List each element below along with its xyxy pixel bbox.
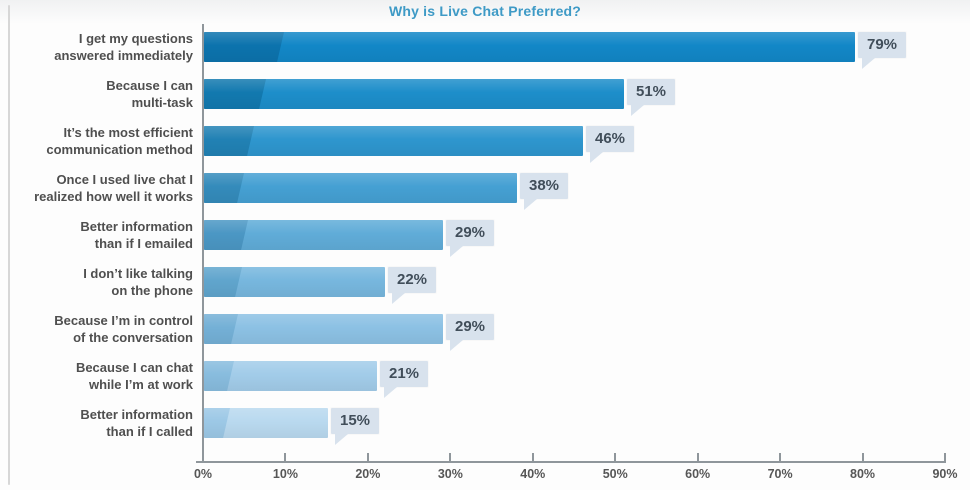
bubble-tail-icon	[392, 293, 405, 304]
left-frame-line	[8, 5, 10, 485]
x-tick-mark	[861, 453, 864, 461]
x-tick-label: 90%	[932, 467, 958, 481]
value-bubble: 29%	[446, 220, 495, 257]
x-tick-label: 50%	[602, 467, 628, 481]
value-bubble: 22%	[388, 267, 437, 304]
x-tick-mark	[696, 453, 699, 461]
bubble-tail-icon	[590, 152, 603, 163]
bar	[204, 79, 624, 109]
bar	[204, 173, 517, 203]
bar-gloss-overlay	[204, 314, 443, 344]
bar-row: Better information than if I emailed 29%	[0, 219, 970, 257]
x-tick-mark	[944, 453, 946, 461]
bubble-tail-icon	[524, 199, 537, 210]
category-label: Once I used live chat I realized how wel…	[34, 172, 193, 204]
value-bubble: 79%	[858, 32, 907, 69]
bar-gloss-overlay	[204, 267, 385, 297]
bar-row: Because I’m in control of the conversati…	[0, 313, 970, 351]
x-tick-label: 30%	[437, 467, 463, 481]
bubble-tail-icon	[862, 58, 875, 69]
bar-gloss-overlay	[204, 32, 855, 62]
bubble-tail-icon	[450, 340, 463, 351]
value-bubble: 38%	[520, 173, 569, 210]
bar	[204, 32, 855, 62]
value-bubble: 51%	[627, 79, 676, 116]
x-tick-mark	[284, 453, 287, 461]
bar-gloss-overlay	[204, 173, 517, 203]
category-label: Because I can multi-task	[106, 78, 193, 110]
category-label: It’s the most efficient communication me…	[46, 125, 193, 157]
x-tick-label: 40%	[520, 467, 546, 481]
top-band	[0, 0, 970, 24]
x-tick-label: 10%	[272, 467, 298, 481]
bar-row: Better information than if I called 15%	[0, 407, 970, 445]
x-tick-label: 0%	[193, 467, 213, 481]
bubble-tail-icon	[450, 246, 463, 257]
value-bubble: 21%	[380, 361, 429, 398]
x-tick-mark	[366, 453, 369, 461]
chart-title: Why is Live Chat Preferred?	[388, 3, 582, 19]
bar-gloss-overlay	[204, 79, 624, 109]
bar	[204, 361, 377, 391]
bar-gloss-overlay	[204, 361, 377, 391]
x-tick-label: 70%	[767, 467, 793, 481]
bar-row: Because I can chat while I’m at work 21%	[0, 360, 970, 398]
bar-row: Once I used live chat I realized how wel…	[0, 172, 970, 210]
bar	[204, 314, 443, 344]
y-axis-line	[202, 24, 204, 462]
x-tick-label: 60%	[685, 467, 711, 481]
x-tick-label: 20%	[355, 467, 381, 481]
category-label: Better information than if I emailed	[80, 219, 193, 251]
category-label: Because I can chat while I’m at work	[75, 360, 193, 392]
x-axis-line	[196, 461, 946, 463]
x-tick-mark	[779, 453, 782, 461]
x-tick-label: 80%	[850, 467, 876, 481]
value-bubble: 46%	[586, 126, 635, 163]
bubble-tail-icon	[631, 105, 644, 116]
bubble-tail-icon	[384, 387, 397, 398]
bar-row: It’s the most efficient communication me…	[0, 125, 970, 163]
x-tick-mark	[449, 453, 452, 461]
x-tick-mark	[614, 453, 617, 461]
category-label: I don’t like talking on the phone	[83, 266, 193, 298]
x-tick-mark	[531, 453, 534, 461]
bar	[204, 267, 385, 297]
bar-gloss-overlay	[204, 408, 328, 438]
bar-gloss-overlay	[204, 126, 583, 156]
bubble-tail-icon	[335, 434, 348, 445]
bar-row: I don’t like talking on the phone 22%	[0, 266, 970, 304]
bar-row: Because I can multi-task 51%	[0, 78, 970, 116]
bar	[204, 408, 328, 438]
x-tick-mark	[202, 453, 204, 461]
category-label: Because I’m in control of the conversati…	[54, 313, 193, 345]
bar	[204, 126, 583, 156]
bar-row: I get my questions answered immediately 7…	[0, 31, 970, 69]
bar	[204, 220, 443, 250]
value-bubble: 15%	[331, 408, 380, 445]
value-bubble: 29%	[446, 314, 495, 351]
category-label: Better information than if I called	[80, 407, 193, 439]
category-label: I get my questions answered immediately	[54, 31, 193, 63]
bar-gloss-overlay	[204, 220, 443, 250]
